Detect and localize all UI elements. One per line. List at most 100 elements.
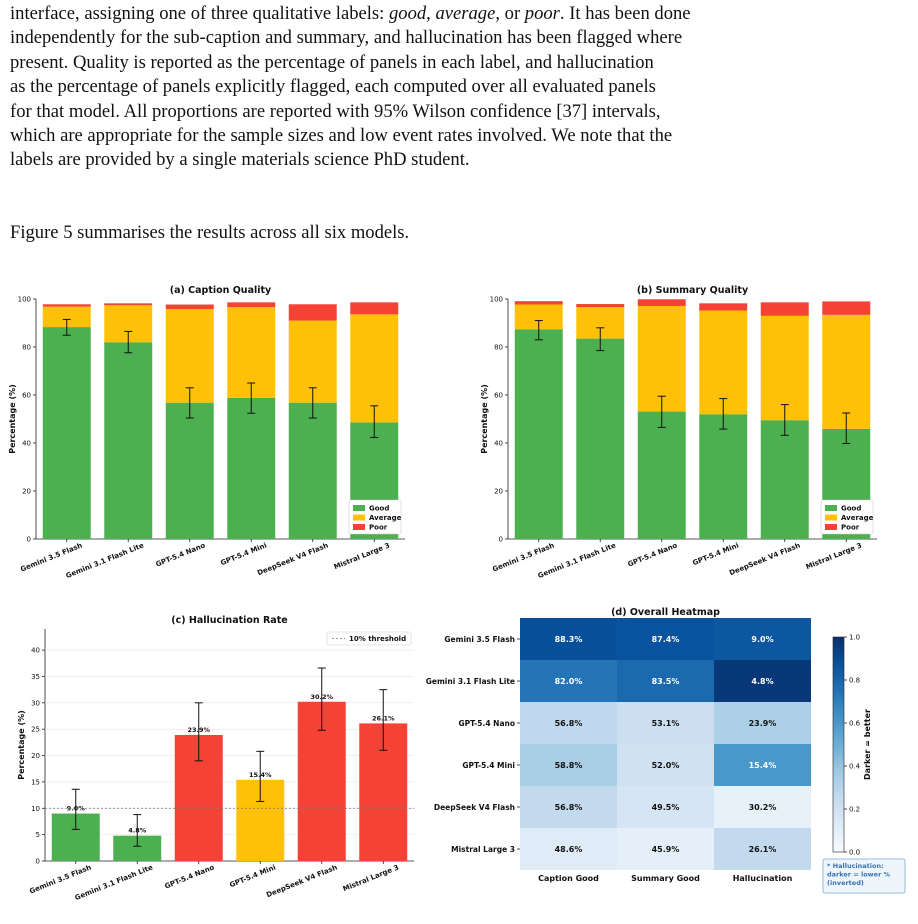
heatmap-cell-label: 56.8%	[555, 719, 583, 728]
heatmap-row-label-gemini-3-5-flash: Gemini 3.5 Flash	[444, 635, 515, 644]
chart-d: (d) Overall Heatmap 88.3% 87.4% 9.0% Gemini …	[426, 607, 906, 894]
y-tick-label: 25	[31, 726, 40, 734]
heatmap-cell-label: 56.8%	[555, 803, 583, 812]
value-label-gemini-3-1-flash-lite: 4.8%	[128, 827, 147, 835]
heatmap-cell-label: 30.2%	[749, 803, 777, 812]
colorbar-tick-label: 1.0	[849, 634, 860, 642]
heatmap-note-line: (inverted)	[827, 879, 864, 887]
heatmap-cell-gemini-3-1-flash-lite-hallucination	[714, 660, 811, 702]
bar-poor-mistral-large-3	[350, 302, 399, 315]
bar-poor-gpt-5-4-nano	[637, 299, 686, 306]
value-label-deepseek-v4-flash: 30.2%	[310, 693, 333, 701]
y-axis-label: Percentage (%)	[480, 384, 489, 454]
heatmap-cell-label: 82.0%	[555, 677, 583, 686]
x-tick-label-deepseek-v4-flash: DeepSeek V4 Flash	[728, 541, 801, 577]
heatmap-cell-gpt-5-4-mini-summary-good	[617, 744, 714, 786]
heatmap-cell-label: 87.4%	[652, 635, 680, 644]
y-tick-label: 10	[31, 805, 40, 813]
x-tick-label-gpt-5-4-mini: GPT-5.4 Mini	[219, 541, 268, 567]
bar-poor-gpt-5-4-nano	[165, 304, 214, 310]
x-tick-label-mistral-large-3: Mistral Large 3	[342, 863, 400, 893]
bar-good-gpt-5-4-nano	[637, 411, 686, 539]
bar-average-mistral-large-3	[350, 314, 399, 423]
heatmap-cell-label: 23.9%	[749, 719, 777, 728]
bar-poor-gpt-5-4-mini	[227, 302, 276, 308]
colorbar-label: Darker = better	[863, 709, 872, 780]
bar-poor-gemini-3-5-flash	[514, 301, 563, 305]
paragraph-method: interface, assigning one of three qualit…	[10, 3, 691, 171]
legend-label-average: Average	[841, 514, 874, 522]
heatmap-row-label-gemini-3-1-flash-lite: Gemini 3.1 Flash Lite	[426, 677, 515, 686]
bar-good-deepseek-v4-flash	[760, 420, 809, 539]
heatmap-cell-label: 52.0%	[652, 761, 680, 770]
y-axis-label: Percentage (%)	[8, 384, 17, 454]
y-tick-label: 15	[31, 778, 40, 786]
value-label-gpt-5-4-nano: 23.9%	[187, 726, 210, 734]
heatmap-cell-mistral-large-3-hallucination	[714, 828, 811, 870]
y-tick-label: 35	[31, 673, 40, 681]
colorbar-tick-label: 0.0	[849, 849, 860, 857]
bar-good-gemini-3-1-flash-lite	[576, 338, 625, 539]
y-tick-label: 20	[494, 488, 503, 496]
heatmap-row-label-deepseek-v4-flash: DeepSeek V4 Flash	[434, 803, 515, 812]
heatmap-cell-gemini-3-5-flash-hallucination	[714, 618, 811, 660]
heatmap-cell-gpt-5-4-mini-hallucination	[714, 744, 811, 786]
legend-swatch-poor	[353, 524, 365, 530]
legend-swatch-poor	[825, 524, 837, 530]
x-tick-label-gpt-5-4-mini: GPT-5.4 Mini	[691, 541, 740, 567]
heatmap-col-label-summary-good: Summary Good	[631, 874, 700, 883]
heatmap-cell-gemini-3-1-flash-lite-caption-good	[520, 660, 617, 702]
colorbar	[832, 636, 845, 853]
heatmap-cell-gpt-5-4-mini-caption-good	[520, 744, 617, 786]
bar-poor-deepseek-v4-flash	[760, 302, 809, 316]
bar-average-gpt-5-4-nano	[165, 309, 214, 403]
y-tick-label: 20	[22, 488, 31, 496]
y-tick-label: 0	[499, 536, 503, 544]
bar-average-mistral-large-3	[822, 314, 871, 429]
heatmap-cell-deepseek-v4-flash-caption-good	[520, 786, 617, 828]
bar-poor-gemini-3-1-flash-lite	[576, 304, 625, 308]
paragraph-figure-ref: Figure 5 summarises the results across a…	[10, 222, 410, 243]
heatmap-row-label-mistral-large-3: Mistral Large 3	[451, 845, 515, 854]
bar-poor-mistral-large-3	[822, 301, 871, 315]
legend-swatch-good	[825, 505, 837, 511]
y-tick-label: 60	[22, 392, 31, 400]
legend-label-threshold: 10% threshold	[349, 635, 406, 643]
y-tick-label: 0	[36, 858, 40, 866]
bar-good-gemini-3-1-flash-lite	[104, 342, 153, 539]
heatmap-cell-mistral-large-3-summary-good	[617, 828, 714, 870]
bar-poor-gpt-5-4-mini	[699, 303, 748, 311]
legend-swatch-good	[353, 505, 365, 511]
heatmap-cell-gpt-5-4-nano-hallucination	[714, 702, 811, 744]
heatmap-cell-label: 4.8%	[751, 677, 773, 686]
legend-label-average: Average	[369, 514, 402, 522]
legend-label-good: Good	[369, 505, 389, 513]
bar-good-gpt-5-4-mini	[227, 397, 276, 539]
bar-poor-gemini-3-5-flash	[42, 304, 91, 307]
heatmap-cell-mistral-large-3-caption-good	[520, 828, 617, 870]
heatmap-cell-label: 26.1%	[749, 845, 777, 854]
heatmap-cell-label: 58.8%	[555, 761, 583, 770]
heatmap-cell-gpt-5-4-nano-caption-good	[520, 702, 617, 744]
value-label-gemini-3-5-flash: 9.0%	[67, 805, 86, 813]
bar-good-deepseek-v4-flash	[288, 402, 337, 539]
bar-good-gemini-3-5-flash	[42, 327, 91, 539]
heatmap-cell-gemini-3-5-flash-summary-good	[617, 618, 714, 660]
value-label-gpt-5-4-mini: 15.4%	[249, 771, 272, 779]
chart-title: (d) Overall Heatmap	[611, 607, 720, 618]
legend-box	[326, 631, 412, 646]
heatmap-cell-label: 15.4%	[749, 761, 777, 770]
bar-poor-deepseek-v4-flash	[288, 304, 337, 321]
heatmap-cell-label: 9.0%	[751, 635, 773, 644]
heatmap-row-label-gpt-5-4-mini: GPT-5.4 Mini	[462, 761, 515, 770]
y-tick-label: 100	[18, 296, 31, 304]
heatmap-cell-deepseek-v4-flash-summary-good	[617, 786, 714, 828]
x-tick-label-gpt-5-4-nano: GPT-5.4 Nano	[627, 541, 679, 568]
colorbar-tick-label: 0.4	[849, 763, 861, 771]
chart-a: 0 20 40 60 80 100 (a) Caption Quality Percentag…	[8, 285, 405, 580]
x-tick-label-gpt-5-4-nano: GPT-5.4 Nano	[164, 863, 216, 890]
heatmap-note-line: darker = lower %	[827, 871, 891, 879]
y-tick-label: 80	[494, 344, 503, 352]
bar-good-gemini-3-5-flash	[514, 329, 563, 539]
